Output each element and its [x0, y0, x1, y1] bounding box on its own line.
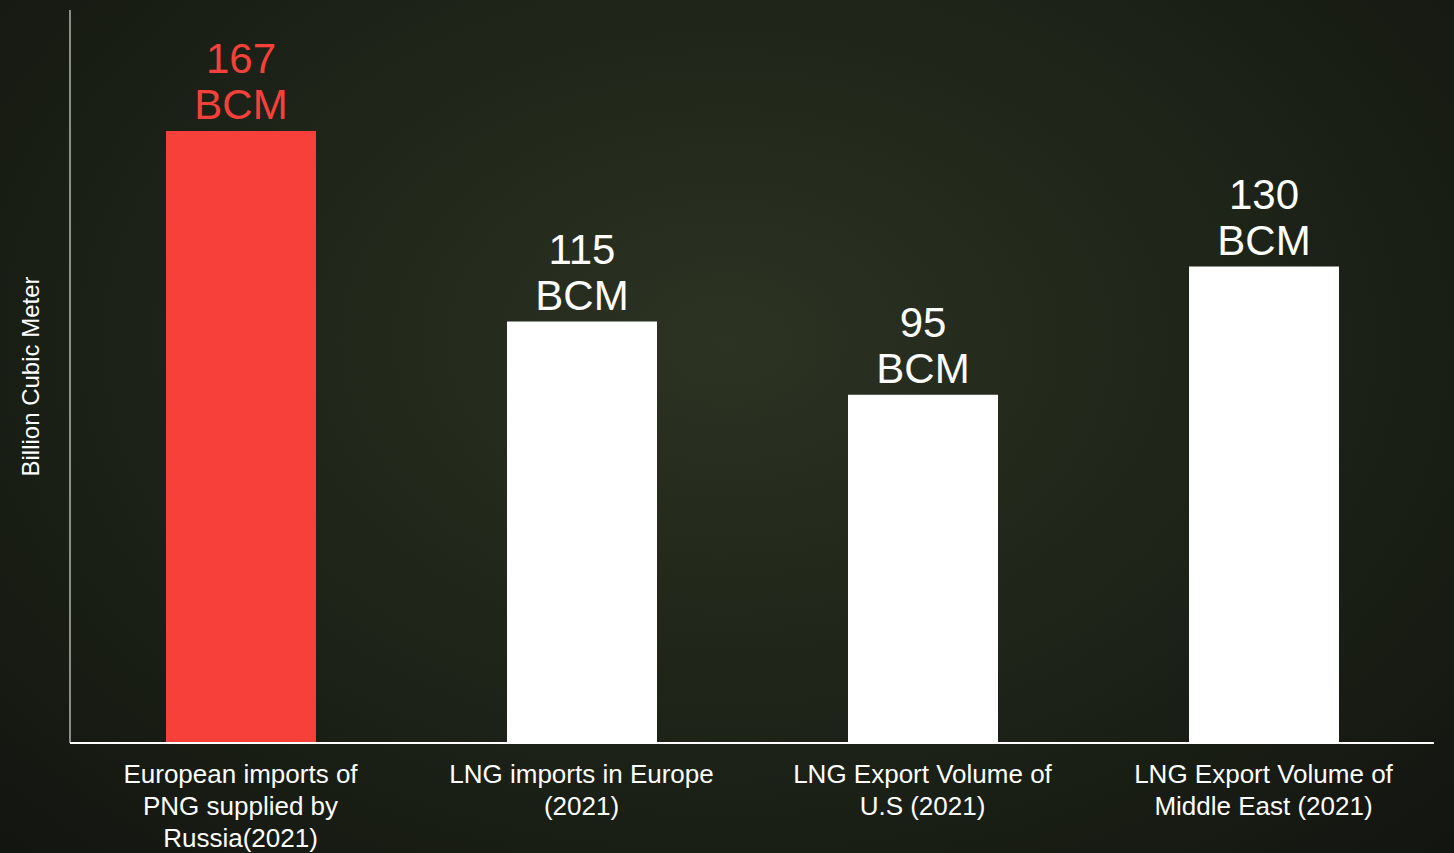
svg-text:LNG Export Volume of: LNG Export Volume of — [793, 759, 1052, 789]
svg-text:(2021): (2021) — [544, 791, 619, 821]
svg-text:LNG imports in Europe: LNG imports in Europe — [449, 759, 713, 789]
svg-text:Middle East (2021): Middle East (2021) — [1154, 791, 1372, 821]
svg-text:Billion Cubic Meter: Billion Cubic Meter — [17, 276, 44, 476]
svg-text:U.S (2021): U.S (2021) — [860, 791, 986, 821]
svg-text:Russia(2021): Russia(2021) — [163, 823, 318, 853]
svg-text:PNG supplied by: PNG supplied by — [143, 791, 338, 821]
svg-text:BCM: BCM — [876, 345, 969, 392]
svg-text:95: 95 — [900, 299, 947, 346]
svg-text:130: 130 — [1229, 171, 1299, 218]
svg-text:BCM: BCM — [535, 272, 628, 319]
svg-text:167: 167 — [206, 35, 276, 82]
svg-text:European imports of: European imports of — [123, 759, 358, 789]
svg-text:BCM: BCM — [1217, 217, 1310, 264]
svg-text:LNG Export Volume of: LNG Export Volume of — [1134, 759, 1393, 789]
svg-text:115: 115 — [549, 226, 616, 273]
svg-text:BCM: BCM — [194, 81, 287, 128]
